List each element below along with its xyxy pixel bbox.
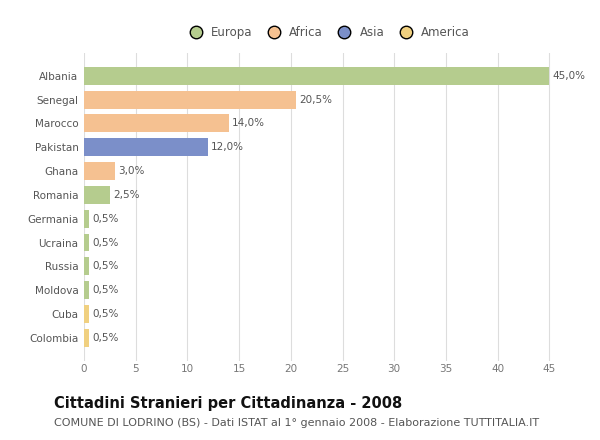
Text: 0,5%: 0,5% [92,309,119,319]
Bar [84,305,89,323]
Bar [84,257,89,275]
Text: 2,5%: 2,5% [113,190,139,200]
Bar [84,329,89,347]
Text: 20,5%: 20,5% [299,95,332,105]
Bar [84,210,89,227]
Text: 0,5%: 0,5% [92,261,119,271]
Text: COMUNE DI LODRINO (BS) - Dati ISTAT al 1° gennaio 2008 - Elaborazione TUTTITALIA: COMUNE DI LODRINO (BS) - Dati ISTAT al 1… [54,418,539,428]
Bar [84,186,110,204]
Bar [84,281,89,299]
Legend: Europa, Africa, Asia, America: Europa, Africa, Asia, America [179,22,475,44]
Text: 0,5%: 0,5% [92,333,119,343]
Text: 3,0%: 3,0% [118,166,145,176]
Bar [84,162,115,180]
Text: 0,5%: 0,5% [92,285,119,295]
Text: 0,5%: 0,5% [92,238,119,248]
Text: 12,0%: 12,0% [211,142,244,152]
Text: Cittadini Stranieri per Cittadinanza - 2008: Cittadini Stranieri per Cittadinanza - 2… [54,396,402,411]
Bar [84,114,229,132]
Bar [84,67,550,84]
Text: 14,0%: 14,0% [232,118,265,128]
Text: 0,5%: 0,5% [92,214,119,224]
Bar [84,234,89,252]
Bar [84,138,208,156]
Bar [84,91,296,109]
Text: 45,0%: 45,0% [553,71,586,81]
